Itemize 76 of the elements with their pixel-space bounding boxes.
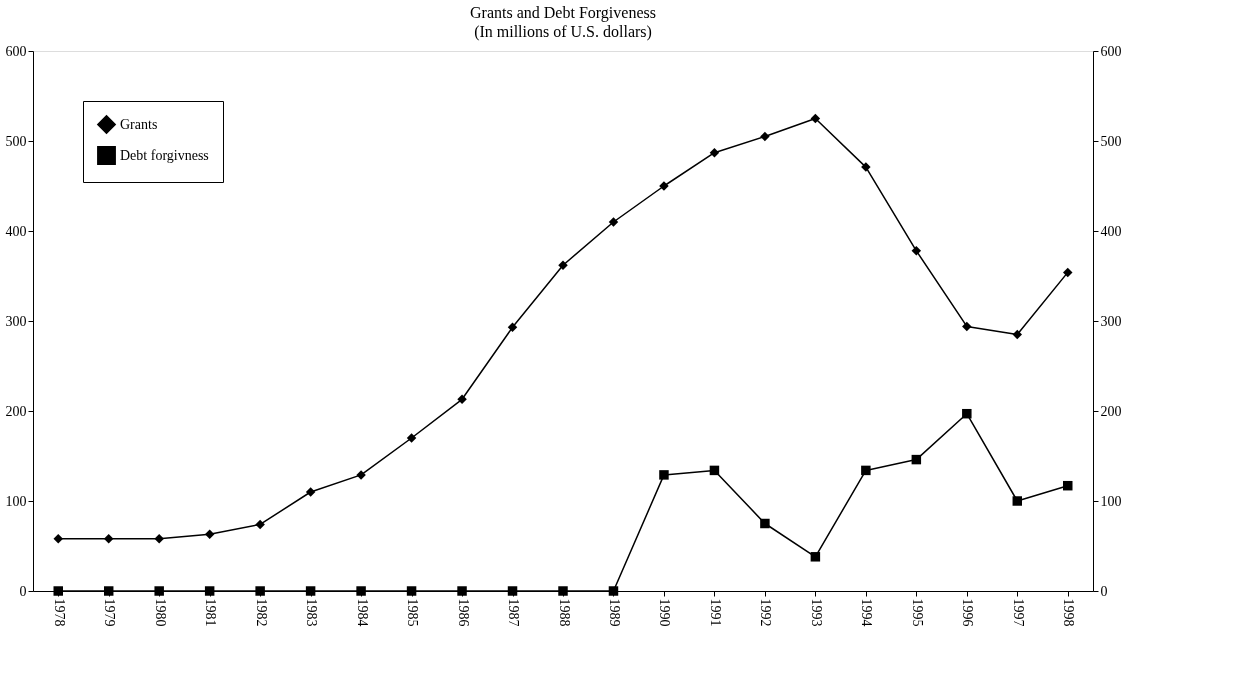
point — [962, 321, 972, 332]
point — [810, 113, 821, 124]
point — [1012, 496, 1023, 506]
x-tick-label: 1986 — [455, 598, 471, 627]
point — [608, 586, 619, 596]
x-tick-label: 1998 — [1061, 598, 1077, 627]
point — [103, 534, 114, 544]
point — [406, 433, 417, 443]
point — [911, 246, 922, 256]
point — [457, 586, 467, 596]
point — [760, 518, 770, 529]
y-tick-label: 600 — [5, 43, 27, 59]
point — [103, 586, 114, 596]
x-tick-label: 1990 — [657, 598, 673, 627]
x-tick-label: 1979 — [102, 598, 118, 627]
x-tick-label: 1982 — [253, 598, 269, 627]
x-tick-label: 1992 — [758, 598, 774, 627]
point — [760, 131, 770, 142]
point — [1063, 480, 1073, 491]
x-tick-label: 1984 — [354, 598, 370, 627]
point — [507, 586, 518, 596]
x-tick-label: 1983 — [304, 598, 320, 627]
point — [305, 586, 316, 596]
point — [1012, 329, 1023, 340]
x-tick-label: 1994 — [859, 598, 875, 627]
y2-tick-label: 200 — [1100, 403, 1122, 419]
point — [406, 586, 417, 596]
y-tick-label: 0 — [19, 583, 27, 599]
x-tick-label: 1988 — [556, 598, 572, 627]
point — [608, 217, 619, 227]
point — [255, 586, 265, 596]
y2-tick-label: 300 — [1100, 313, 1122, 329]
y-tick-label: 300 — [5, 313, 27, 329]
point — [810, 552, 821, 562]
x-tick-label: 1991 — [707, 598, 723, 627]
legend-label: Grants — [120, 116, 158, 132]
point — [53, 534, 63, 544]
y2-tick-label: 500 — [1100, 133, 1122, 149]
x-tick-label: 1985 — [405, 598, 421, 627]
y2-tick-label: 600 — [1100, 43, 1122, 59]
point — [305, 487, 316, 497]
point — [356, 586, 366, 596]
point — [154, 534, 164, 544]
point — [204, 529, 215, 540]
point — [861, 465, 871, 476]
point — [558, 586, 568, 596]
x-tick-label: 1996 — [960, 598, 976, 627]
y2-tick-label: 0 — [1100, 583, 1108, 599]
x-tick-label: 1980 — [152, 598, 168, 627]
legend-label: Debt forgivness — [120, 147, 209, 163]
x-tick-label: 1978 — [51, 598, 67, 627]
y-tick-label: 500 — [5, 133, 27, 149]
x-tick-label: 1989 — [606, 598, 622, 627]
x-tick-label: 1987 — [506, 598, 522, 627]
point — [507, 322, 518, 333]
point — [709, 465, 720, 476]
y-tick-label: 400 — [5, 223, 27, 239]
y-tick-label: 100 — [5, 493, 27, 509]
chart-title: Grants and Debt Forgiveness — [470, 4, 656, 22]
x-tick-label: 1995 — [909, 598, 925, 627]
point — [255, 519, 265, 530]
point — [659, 470, 669, 480]
y2-tick-label: 100 — [1100, 493, 1122, 509]
x-tick-label: 1997 — [1010, 598, 1026, 627]
point — [154, 586, 164, 596]
y-tick-label: 200 — [5, 403, 27, 419]
point — [204, 586, 215, 596]
point — [911, 454, 922, 465]
point — [457, 394, 467, 405]
y2-tick-label: 400 — [1100, 223, 1122, 239]
x-tick-label: 1981 — [203, 598, 219, 627]
point — [1063, 267, 1073, 278]
point — [962, 408, 972, 419]
point — [709, 147, 720, 158]
chart-subtitle: (In millions of U.S. dollars) — [474, 23, 652, 41]
x-tick-label: 1993 — [808, 598, 824, 627]
